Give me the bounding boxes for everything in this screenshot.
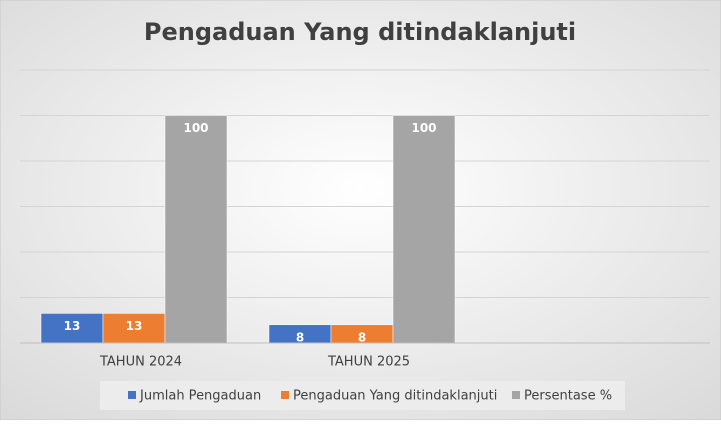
chart-title: Pengaduan Yang ditindaklanjuti xyxy=(144,18,576,46)
data-label: 8 xyxy=(296,330,304,344)
legend-box xyxy=(100,381,625,410)
bar xyxy=(164,115,228,344)
legend-label: Persentase % xyxy=(524,389,612,404)
bar xyxy=(392,115,456,344)
x-tick-label: TAHUN 2024 xyxy=(99,355,182,370)
data-label: 13 xyxy=(126,319,143,333)
data-label: 13 xyxy=(64,319,81,333)
legend-swatch xyxy=(128,391,136,399)
data-label: 8 xyxy=(358,330,366,344)
legend-label: Pengaduan Yang ditindaklanjuti xyxy=(293,389,497,404)
data-label: 100 xyxy=(183,121,208,135)
legend-label: Jumlah Pengaduan xyxy=(139,389,261,404)
data-label: 100 xyxy=(411,121,436,135)
x-tick-label: TAHUN 2025 xyxy=(327,355,410,370)
legend-swatch xyxy=(281,391,289,399)
legend-swatch xyxy=(512,391,520,399)
